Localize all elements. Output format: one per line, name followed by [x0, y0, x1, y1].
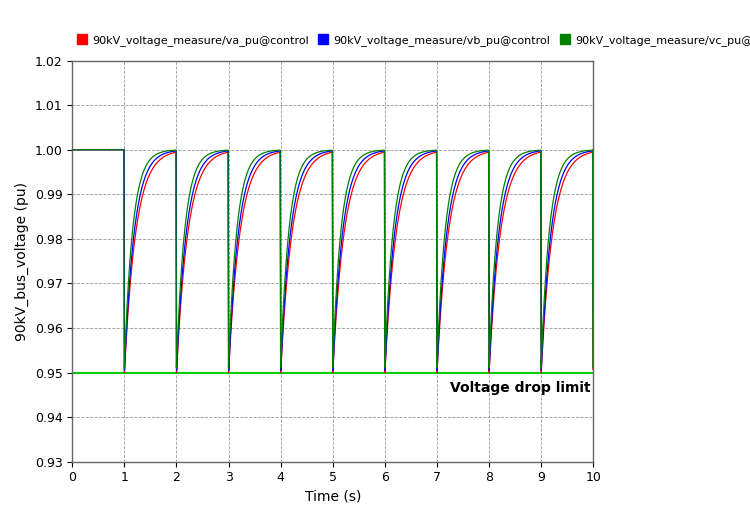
90kV_voltage_measure/vb_pu@control — [342, 201, 351, 207]
90kV_voltage_measure/vc_pu@control — [400, 168, 409, 174]
Line: 90kV_voltage_measure/vb_pu@control: 90kV_voltage_measure/vb_pu@control — [72, 149, 593, 371]
90kV_voltage_measure/va_pu@control — [563, 168, 572, 174]
Legend: 90kV_voltage_measure/va_pu@control, 90kV_voltage_measure/vb_pu@control, 90kV_vol: 90kV_voltage_measure/va_pu@control, 90kV… — [72, 31, 750, 50]
90kV_voltage_measure/vc_pu@control — [589, 146, 598, 153]
90kV_voltage_measure/vc_pu@control — [563, 155, 572, 161]
90kV_voltage_measure/vb_pu@control — [400, 179, 409, 185]
90kV_voltage_measure/va_pu@control — [342, 212, 351, 218]
90kV_voltage_measure/vb_pu@control — [120, 367, 129, 374]
90kV_voltage_measure/vb_pu@control — [80, 146, 88, 153]
90kV_voltage_measure/vc_pu@control — [540, 295, 549, 301]
90kV_voltage_measure/vb_pu@control — [68, 146, 76, 153]
90kV_voltage_measure/va_pu@control — [120, 370, 129, 376]
90kV_voltage_measure/va_pu@control — [400, 188, 409, 195]
90kV_voltage_measure/vc_pu@control — [589, 365, 598, 371]
90kV_voltage_measure/vc_pu@control — [131, 200, 140, 206]
90kV_voltage_measure/vc_pu@control — [68, 146, 76, 153]
90kV_voltage_measure/vb_pu@control — [131, 215, 140, 221]
X-axis label: Time (s): Time (s) — [304, 490, 361, 504]
90kV_voltage_measure/vc_pu@control — [80, 146, 88, 153]
90kV_voltage_measure/vc_pu@control — [342, 187, 351, 193]
Y-axis label: 90kV_bus_voltage (pu): 90kV_bus_voltage (pu) — [15, 182, 29, 340]
90kV_voltage_measure/va_pu@control — [68, 146, 76, 153]
90kV_voltage_measure/vb_pu@control — [589, 312, 598, 319]
90kV_voltage_measure/va_pu@control — [589, 146, 598, 153]
Line: 90kV_voltage_measure/va_pu@control: 90kV_voltage_measure/va_pu@control — [72, 149, 593, 373]
Line: 90kV_voltage_measure/vc_pu@control: 90kV_voltage_measure/vc_pu@control — [72, 149, 593, 368]
90kV_voltage_measure/va_pu@control — [540, 316, 549, 322]
90kV_voltage_measure/vb_pu@control — [563, 161, 572, 168]
Text: Voltage drop limit: Voltage drop limit — [450, 381, 591, 395]
90kV_voltage_measure/va_pu@control — [80, 146, 88, 153]
90kV_voltage_measure/vb_pu@control — [540, 309, 549, 316]
90kV_voltage_measure/va_pu@control — [131, 227, 140, 233]
